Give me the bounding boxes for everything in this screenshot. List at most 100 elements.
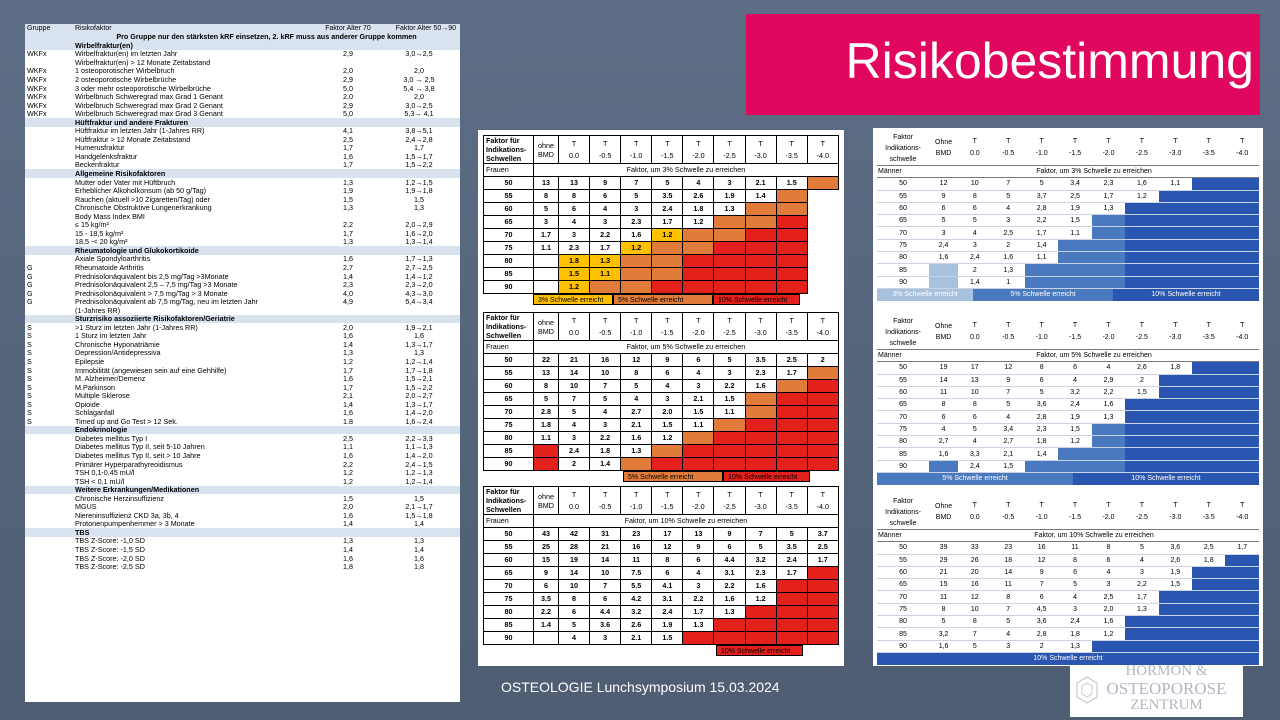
value-cell — [1125, 627, 1159, 641]
value-cell: 1,6 — [1125, 177, 1159, 191]
value-cell — [744, 267, 777, 281]
factor-age-range-cell: 1,2→1,3 — [405, 468, 433, 478]
value-cell — [1225, 435, 1259, 449]
value-cell — [713, 280, 746, 294]
legend-item: 5% Schwelle erreicht — [613, 294, 713, 305]
group-label: Männer — [877, 348, 930, 363]
value-cell: 6 — [958, 202, 992, 216]
table-row: S Immobilität (angewiesen sein auf eine G… — [25, 366, 460, 375]
age-cell: 75 — [483, 418, 534, 432]
value-cell — [1192, 423, 1226, 437]
factor-age70-cell: 1.8 — [343, 416, 353, 426]
caption-row: Frauen Faktor, um 3% Schwelle zu erreiche… — [483, 163, 839, 177]
group-cell — [25, 443, 73, 452]
factor-age-range-cell: 1,4 — [414, 545, 424, 555]
legend-item: 10% Schwelle erreicht — [1073, 472, 1259, 485]
group-cell — [25, 554, 73, 563]
t-score-header: T -1.5 — [651, 486, 684, 515]
value-cell: 3 — [533, 215, 559, 229]
table-row: 60 6 6 4 2,8 1,9 1,3 — [877, 202, 1259, 216]
factor-age70-cell — [318, 314, 378, 324]
value-cell: 3 — [557, 431, 591, 445]
t-score-header: T 0.0 — [557, 312, 591, 341]
value-cell: 1,1 — [1058, 226, 1092, 240]
t-value: -3.0 — [1169, 150, 1182, 157]
value-cell: 16 — [589, 353, 622, 367]
value-cell: 2.3 — [744, 566, 777, 580]
age-cell: 55 — [483, 366, 534, 380]
group-label: Männer — [877, 528, 930, 543]
value-cell — [1225, 386, 1259, 400]
table-row: 60 21 20 14 9 6 4 3 1,9 — [877, 566, 1259, 580]
table-row: TSH < 0,1 mU/l 1,2 1,2→1,4 — [25, 477, 460, 486]
value-cell: 29 — [929, 554, 959, 567]
value-cell: 1.1 — [682, 418, 715, 432]
value-cell — [1091, 263, 1126, 277]
t-label: T — [696, 139, 701, 149]
t-score-header: T -3.5 — [775, 486, 808, 515]
table-row: 50 19 17 12 8 6 4 2,6 1,8 — [877, 361, 1259, 375]
value-cell: 2,2 — [1091, 386, 1126, 400]
value-cell: 1,5 — [1125, 386, 1159, 400]
value-cell — [1058, 239, 1092, 253]
risk-factor-cell: Handgelenksfraktur — [75, 151, 138, 161]
factor-age70-cell: 2,3 — [343, 280, 353, 290]
group-cell — [25, 229, 73, 238]
value-cell — [1192, 398, 1226, 412]
table-row: 75 3.5 8 6 4.2 3.1 2.2 1.6 1.2 — [483, 592, 839, 606]
value-cell — [1158, 640, 1193, 653]
age-cell: 55 — [877, 374, 930, 387]
note-cell: Pro Gruppe nur den stärksten kRF einsetz… — [73, 32, 460, 42]
age-cell: 55 — [877, 190, 930, 203]
factor-age-range-cell: 1,2→1,4 — [405, 357, 433, 366]
value-cell — [1058, 276, 1092, 289]
t-value: 0.0 — [969, 334, 980, 341]
table-row: Axiale Spondyloarthritis 1,6 1,7→1,3 — [25, 255, 460, 264]
factor-age-range-cell: 1,6 — [414, 331, 424, 341]
factor-label: Faktor für Indikations-Schwellen — [483, 486, 534, 515]
t-value: -3.5 — [1202, 514, 1215, 521]
value-cell — [620, 267, 653, 281]
women-3pct-table: Faktor für Indikations-Schwellen ohne BMD… — [483, 135, 839, 305]
t-score-header: T -4.0 — [1225, 130, 1259, 166]
t-score-header: T -2.5 — [1125, 494, 1158, 530]
value-cell: 6 — [682, 353, 715, 367]
risk-factor-cell: M.Parkinson — [75, 382, 115, 392]
value-cell — [1192, 226, 1226, 240]
t-value: -3.0 — [754, 327, 767, 337]
t-score-header: T -1.0 — [1025, 494, 1058, 530]
value-cell: 3 — [682, 579, 715, 593]
risk-factor-cell: 18,5 -< 20 kg/m² — [75, 237, 128, 247]
value-cell: 1.3 — [589, 254, 622, 268]
value-cell: 6 — [533, 579, 559, 593]
value-cell: 4 — [651, 379, 684, 393]
value-cell — [806, 566, 839, 580]
t-label: T — [1072, 322, 1078, 329]
value-cell — [744, 254, 777, 268]
footer-text: OSTEOLOGIE Lunchsymposium 15.03.2024 — [501, 679, 780, 695]
factor-age-range-cell: 1,2→1,5 — [405, 177, 433, 187]
risk-factor-cell: Opioide — [75, 399, 100, 409]
t-score-header: T -4.0 — [806, 135, 839, 164]
table-row: 90 1,6 5 3 2 1,3 — [877, 640, 1259, 653]
factor-label: Faktor für Indikations-Schwellen — [483, 135, 534, 164]
legend-item: 10% Schwelle erreicht — [713, 294, 800, 305]
age-cell: 65 — [483, 566, 534, 580]
value-cell: 4 — [589, 202, 622, 216]
factor-age70-cell: 4,0 — [343, 288, 353, 298]
value-cell — [682, 431, 715, 445]
factor-age-range-cell: 1,3 — [414, 536, 424, 546]
factor-age70-cell: 1,2 — [343, 357, 353, 366]
value-cell — [775, 579, 808, 593]
value-cell — [1158, 615, 1193, 629]
value-cell: 4.4 — [589, 605, 622, 619]
factor-age70-cell: 1,6 — [343, 151, 353, 161]
factor-label: Faktor Indikations-schwelle — [885, 498, 921, 527]
factor-age-range-cell: 2,2→3,3 — [405, 433, 433, 443]
group-cell — [25, 451, 73, 460]
value-cell — [1125, 226, 1159, 240]
table-row: 60 8 10 7 5 4 3 2.2 1.6 — [483, 379, 839, 393]
value-cell — [1125, 460, 1159, 473]
value-cell — [1225, 190, 1259, 203]
value-cell: 2,6 — [1158, 554, 1193, 567]
